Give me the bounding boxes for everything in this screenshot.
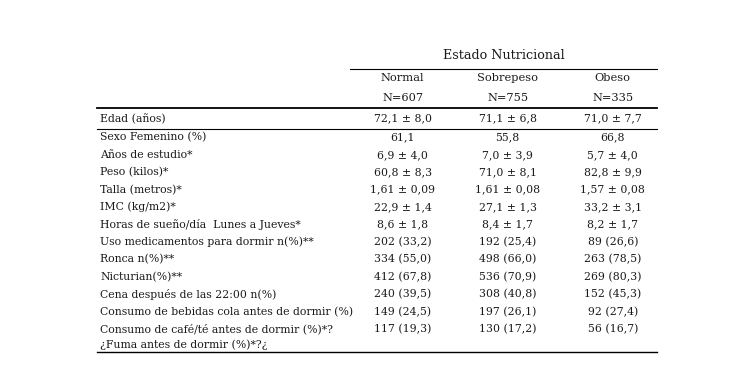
Text: 55,8: 55,8 — [496, 132, 520, 142]
Text: 149 (24,5): 149 (24,5) — [374, 307, 431, 317]
Text: 8,4 ± 1,7: 8,4 ± 1,7 — [482, 219, 533, 230]
Text: 202 (33,2): 202 (33,2) — [374, 237, 432, 247]
Text: Estado Nutricional: Estado Nutricional — [443, 49, 564, 62]
Text: 269 (80,3): 269 (80,3) — [584, 272, 641, 282]
Text: Edad (años): Edad (años) — [100, 113, 166, 124]
Text: Consumo de bebidas cola antes de dormir (%): Consumo de bebidas cola antes de dormir … — [100, 307, 353, 317]
Text: 61,1: 61,1 — [391, 132, 415, 142]
Text: N=335: N=335 — [592, 93, 633, 103]
Text: 130 (17,2): 130 (17,2) — [479, 324, 537, 334]
Text: 7,0 ± 3,9: 7,0 ± 3,9 — [482, 150, 533, 160]
Text: 5,7 ± 4,0: 5,7 ± 4,0 — [587, 150, 638, 160]
Text: 66,8: 66,8 — [600, 132, 625, 142]
Text: N=607: N=607 — [382, 93, 423, 103]
Text: 71,0 ± 8,1: 71,0 ± 8,1 — [479, 167, 537, 177]
Text: 334 (55,0): 334 (55,0) — [374, 254, 431, 265]
Text: Uso medicamentos para dormir n(%)**: Uso medicamentos para dormir n(%)** — [100, 237, 314, 247]
Text: 27,1 ± 1,3: 27,1 ± 1,3 — [479, 202, 537, 212]
Text: 72,1 ± 8,0: 72,1 ± 8,0 — [374, 114, 432, 124]
Text: 192 (25,4): 192 (25,4) — [479, 237, 537, 247]
Text: 152 (45,3): 152 (45,3) — [584, 289, 641, 299]
Text: Peso (kilos)*: Peso (kilos)* — [100, 167, 169, 177]
Text: 536 (70,9): 536 (70,9) — [479, 272, 537, 282]
Text: ¿Fuma antes de dormir (%)*?¿: ¿Fuma antes de dormir (%)*?¿ — [100, 339, 268, 350]
Text: 33,2 ± 3,1: 33,2 ± 3,1 — [583, 202, 642, 212]
Text: Ronca n(%)**: Ronca n(%)** — [100, 254, 174, 265]
Text: N=755: N=755 — [487, 93, 528, 103]
Text: 1,61 ± 0,08: 1,61 ± 0,08 — [475, 185, 540, 195]
Text: 8,6 ± 1,8: 8,6 ± 1,8 — [377, 219, 428, 230]
Text: 117 (19,3): 117 (19,3) — [374, 324, 431, 334]
Text: Años de estudio*: Años de estudio* — [100, 150, 193, 160]
Text: Normal: Normal — [381, 73, 424, 83]
Text: 71,0 ± 7,7: 71,0 ± 7,7 — [584, 114, 641, 124]
Text: 1,57 ± 0,08: 1,57 ± 0,08 — [581, 185, 645, 195]
Text: 60,8 ± 8,3: 60,8 ± 8,3 — [374, 167, 432, 177]
Text: 56 (16,7): 56 (16,7) — [588, 324, 638, 334]
Text: Obeso: Obeso — [595, 73, 631, 83]
Text: 263 (78,5): 263 (78,5) — [584, 254, 641, 265]
Text: 498 (66,0): 498 (66,0) — [479, 254, 537, 265]
Text: Talla (metros)*: Talla (metros)* — [100, 185, 182, 195]
Text: 89 (26,6): 89 (26,6) — [588, 237, 638, 247]
Text: 82,8 ± 9,9: 82,8 ± 9,9 — [584, 167, 642, 177]
Text: 1,61 ± 0,09: 1,61 ± 0,09 — [370, 185, 435, 195]
Text: Horas de sueño/día  Lunes a Jueves*: Horas de sueño/día Lunes a Jueves* — [100, 219, 301, 230]
Text: 308 (40,8): 308 (40,8) — [479, 289, 537, 299]
Text: 71,1 ± 6,8: 71,1 ± 6,8 — [479, 114, 537, 124]
Text: Consumo de café/té antes de dormir (%)*?: Consumo de café/té antes de dormir (%)*? — [100, 324, 333, 334]
Text: Cena después de las 22:00 n(%): Cena después de las 22:00 n(%) — [100, 289, 276, 300]
Text: Nicturian(%)**: Nicturian(%)** — [100, 272, 183, 282]
Text: Sexo Femenino (%): Sexo Femenino (%) — [100, 132, 207, 143]
Text: 197 (26,1): 197 (26,1) — [479, 307, 537, 317]
Text: 6,9 ± 4,0: 6,9 ± 4,0 — [377, 150, 428, 160]
Text: 22,9 ± 1,4: 22,9 ± 1,4 — [374, 202, 432, 212]
Text: 412 (67,8): 412 (67,8) — [374, 272, 431, 282]
Text: 92 (27,4): 92 (27,4) — [588, 307, 638, 317]
Text: IMC (kg/m2)*: IMC (kg/m2)* — [100, 202, 176, 212]
Text: 8,2 ± 1,7: 8,2 ± 1,7 — [587, 219, 638, 230]
Text: 240 (39,5): 240 (39,5) — [374, 289, 431, 299]
Text: Sobrepeso: Sobrepeso — [477, 73, 538, 83]
